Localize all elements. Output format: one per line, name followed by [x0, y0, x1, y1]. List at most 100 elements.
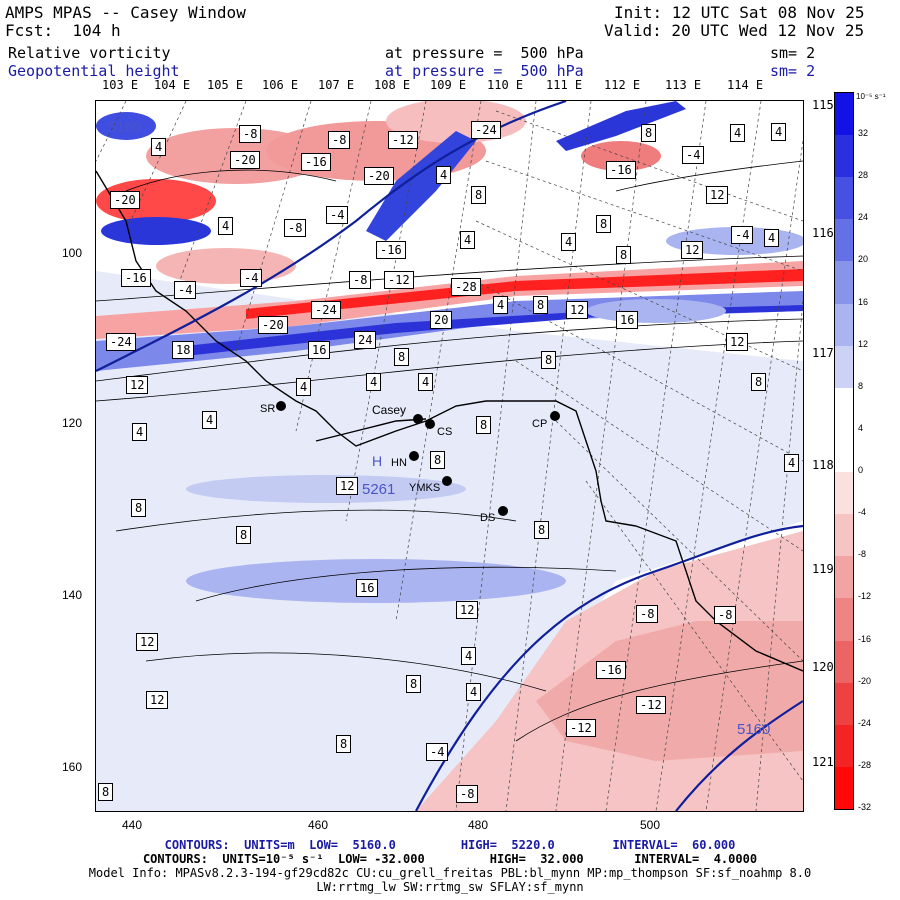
- red-blob-w: [96, 179, 216, 223]
- colorbar-swatch: [835, 598, 853, 642]
- longitude-label-top: 109 E: [430, 78, 467, 92]
- colorbar-swatch: [835, 93, 853, 136]
- field1-level: at pressure = 500 hPa: [385, 44, 584, 62]
- contour-value-label: -8: [239, 125, 262, 143]
- contour-value-label: 16: [356, 579, 379, 597]
- contour-value-label: 18: [172, 341, 195, 359]
- longitude-label-top: 104 E: [154, 78, 191, 92]
- contour-value-label: 12: [706, 186, 729, 204]
- contour-value-label: 4: [218, 217, 234, 235]
- longitude-label-top: 108 E: [374, 78, 411, 92]
- contour-value-label: -20: [364, 167, 394, 185]
- contour-value-label: 8: [394, 348, 410, 366]
- valid-time: Valid: 20 UTC Wed 12 Nov 25: [604, 21, 865, 40]
- colorbar-tick: 0: [858, 465, 864, 476]
- colorbar-swatch: [835, 472, 853, 515]
- contour-value-label: 4: [418, 373, 434, 391]
- colorbar-swatch: [835, 682, 853, 726]
- colorbar-tick: 28: [858, 170, 869, 181]
- contour-value-label: 4: [460, 231, 476, 249]
- contour-value-label: 4: [151, 138, 167, 156]
- vort-positive-area: [96, 271, 803, 811]
- contour-value-label: 4: [561, 233, 577, 251]
- contour-value-label: 4: [784, 454, 800, 472]
- contour-value-label: -12: [384, 271, 414, 289]
- contour-value-label: -12: [566, 719, 596, 737]
- colorbar-tick: 12: [858, 338, 869, 349]
- contour-value-label: -20: [110, 191, 140, 209]
- forecast-hour: Fcst: 104 h: [5, 21, 121, 40]
- colorbar-tick: -32: [858, 802, 872, 812]
- longitude-label-top: 113 E: [665, 78, 702, 92]
- contour-value-label: -12: [636, 696, 666, 714]
- station-dot-ymks: [442, 476, 452, 486]
- colorbar-tick: -8: [858, 549, 867, 560]
- colorbar-swatch: [835, 640, 853, 684]
- y-axis-tick: 120: [62, 416, 83, 430]
- contour-value-label: -8: [636, 605, 659, 623]
- field1-smoothing: sm= 2: [770, 44, 816, 62]
- station-dot-sr: [276, 401, 286, 411]
- y-axis-tick: 100: [62, 246, 83, 260]
- contour-value-label: 8: [471, 186, 487, 204]
- contour-value-label: -20: [230, 151, 260, 169]
- map-plot: SR Casey CS CP HN YMKS DS H 5261 5160 51…: [95, 100, 804, 812]
- vorticity-contours: [96, 160, 803, 742]
- station-label-hn: HN: [391, 457, 407, 469]
- blue-streak-n: [366, 131, 476, 241]
- contour-value-label: -4: [682, 146, 705, 164]
- colorbar-swatch: [835, 345, 853, 389]
- station-label-cs: CS: [437, 426, 453, 438]
- station-label-casey: Casey: [372, 403, 407, 417]
- contour-value-label: -24: [471, 121, 501, 139]
- contour-value-label: -16: [301, 153, 331, 171]
- contour-value-label: 8: [406, 675, 422, 693]
- contour-value-label: 4: [730, 124, 746, 142]
- station-label-ymks: YMKS: [409, 482, 441, 494]
- footer-model-info: Model Info: MPASv8.2.3-194-gf29cd82c CU:…: [88, 866, 812, 880]
- colorbar-tick: -12: [858, 591, 872, 602]
- contour-value-label: 4: [132, 423, 148, 441]
- station-dot-cs: [425, 419, 435, 429]
- contour-value-label: 4: [466, 683, 482, 701]
- blue-streak-ne: [556, 101, 686, 151]
- height-label-5160-north: 5160: [108, 119, 142, 136]
- contour-value-label: -24: [311, 301, 341, 319]
- red-blob-mid: [156, 248, 296, 284]
- contour-value-label: 20: [430, 311, 453, 329]
- contour-value-label: 4: [202, 411, 218, 429]
- contour-value-label: -8: [328, 131, 351, 149]
- contour-value-label: 8: [616, 246, 632, 264]
- contour-value-label: 8: [98, 783, 114, 801]
- x-axis-tick: 500: [640, 818, 661, 832]
- field2-smoothing: sm= 2: [770, 62, 816, 80]
- contour-value-label: -12: [388, 131, 418, 149]
- colorbar-tick: -24: [858, 717, 872, 728]
- longitude-label-top: 107 E: [318, 78, 355, 92]
- colorbar-swatch: [835, 724, 853, 768]
- contour-value-label: 12: [566, 301, 589, 319]
- contour-value-label: -16: [606, 161, 636, 179]
- contour-value-label: -4: [426, 743, 449, 761]
- contour-value-label: 4: [493, 296, 509, 314]
- contour-value-label: 12: [146, 691, 169, 709]
- colorbar-swatch: [835, 219, 853, 262]
- colorbar-swatch: [835, 387, 853, 431]
- longitude-label-top: 111 E: [546, 78, 583, 92]
- colorbar-tick: -4: [858, 507, 867, 518]
- colorbar-swatch: [835, 177, 853, 220]
- contour-value-label: 4: [296, 378, 312, 396]
- colorbar-tick: 8: [858, 380, 864, 391]
- blue-band-mid: [186, 475, 466, 503]
- x-axis-tick: 480: [468, 818, 489, 832]
- contour-value-label: 12: [456, 601, 479, 619]
- colorbar-tick: 4: [858, 422, 864, 433]
- coastline: [96, 170, 803, 672]
- contour-value-label: -4: [326, 206, 349, 224]
- contour-value-label: 8: [336, 735, 352, 753]
- field2-name: Geopotential height: [8, 62, 180, 80]
- contour-value-label: 12: [336, 477, 359, 495]
- longitude-label-top: 114 E: [727, 78, 764, 92]
- model-title: AMPS MPAS -- Casey Window: [5, 3, 246, 22]
- contour-value-label: -16: [596, 661, 626, 679]
